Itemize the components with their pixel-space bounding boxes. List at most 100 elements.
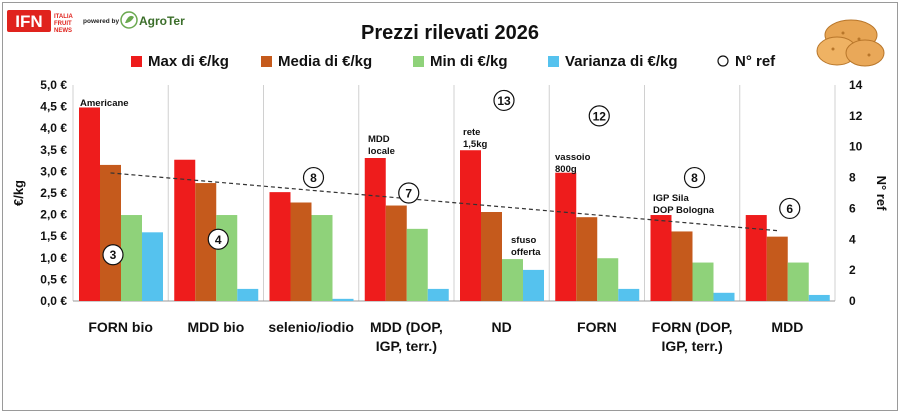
bar-4-6	[618, 288, 640, 301]
bar-3-4	[406, 228, 428, 301]
annotation-6: IGP Sila	[653, 193, 689, 204]
bar-1-6	[555, 172, 577, 301]
category-label-3: selenio/iodio	[268, 319, 354, 335]
ifn-logo-graphic: IFN ITALIA FRUIT NEWS	[7, 10, 74, 34]
legend-swatch-1	[131, 56, 142, 67]
category-label-2: MDD bio	[187, 319, 244, 335]
nref-marker-6	[588, 105, 610, 127]
potato-eye-2	[857, 37, 861, 41]
y2-tick-label: 14	[849, 78, 863, 92]
y-tick-label: 5,0 €	[40, 78, 67, 92]
bar-3-1	[121, 215, 142, 301]
y2-tick-label: 10	[849, 140, 863, 154]
nref-marker-3	[302, 166, 325, 189]
bar-4-2	[237, 288, 259, 301]
chart-title: Prezzi rilevati 2026	[361, 22, 539, 44]
annotation-5: 800g	[555, 164, 577, 175]
legend-swatch-4	[548, 56, 559, 67]
nref-value-4: 7	[405, 187, 412, 201]
nref-marker-1	[102, 244, 124, 266]
category-label-6: FORN	[577, 319, 617, 335]
annotation-4: offerta	[511, 247, 541, 258]
bar-1-8	[745, 215, 767, 301]
powered-by-text: powered by	[83, 18, 120, 25]
y2-tick-label: 4	[849, 232, 856, 246]
bar-2-3	[290, 202, 312, 301]
annotation-5: vassoio	[555, 152, 591, 163]
bar-4-4	[427, 288, 449, 301]
y2-tick-label: 0	[849, 294, 856, 308]
nref-marker-2	[207, 228, 229, 250]
annotation-3: rete	[463, 127, 480, 138]
y-tick-label: 4,0 €	[40, 121, 67, 135]
powered-by-block: powered by AgroTer	[83, 9, 193, 33]
bar-1-3	[269, 192, 291, 301]
bar-2-8	[766, 236, 788, 301]
nref-value-2: 4	[215, 233, 222, 247]
ifn-logo: IFN ITALIA FRUIT NEWS	[7, 7, 97, 35]
category-label-4: MDD (DOP,	[370, 319, 443, 335]
category-label-7: IGP, terr.)	[662, 338, 723, 354]
y-tick-label: 2,0 €	[40, 208, 67, 222]
bar-4-8	[808, 294, 830, 301]
annotation-4: sfuso	[511, 235, 537, 246]
bar-4-3	[332, 298, 354, 301]
bar-2-5	[481, 212, 502, 301]
y-tick-label: 1,5 €	[40, 229, 67, 243]
category-label-4: IGP, terr.)	[376, 338, 437, 354]
y-tick-label: 2,5 €	[40, 186, 67, 200]
potato-right	[845, 39, 885, 67]
ifn-logo-sub-2: FRUIT	[54, 21, 72, 27]
category-label-8: MDD	[771, 319, 803, 335]
y-tick-label: 0,0 €	[40, 294, 67, 308]
bar-3-7	[692, 262, 714, 301]
legend-label-nref: N° ref	[735, 53, 776, 70]
nref-value-3: 8	[310, 171, 317, 185]
annotation-3: 1,5kg	[463, 139, 487, 150]
bar-1-7	[650, 215, 672, 301]
potato-eye-1	[841, 31, 845, 35]
y2-tick-label: 2	[849, 263, 856, 277]
bar-4-5	[523, 269, 544, 301]
potato-graphic	[816, 19, 885, 67]
annotation-2: locale	[368, 146, 395, 157]
bar-4-7	[713, 292, 735, 301]
bar-1-4	[364, 158, 386, 301]
price-chart: Prezzi rilevati 2026 Max di €/kg Media di …	[11, 22, 889, 354]
annotation-1: Americane	[80, 98, 129, 109]
bar-2-4	[385, 205, 407, 301]
y-tick-label: 0,5 €	[40, 272, 67, 286]
bar-3-2	[216, 215, 238, 301]
y2-tick-label: 6	[849, 201, 856, 215]
bar-2-6	[576, 217, 598, 301]
agroter-text: AgroTer	[139, 14, 185, 28]
category-label-1: FORN bio	[88, 319, 153, 335]
y-axis-title: €/kg	[11, 180, 26, 206]
y2-tick-label: 8	[849, 171, 856, 185]
bar-1-2	[174, 159, 196, 301]
nref-value-6: 12	[593, 109, 607, 123]
category-label-5: ND	[492, 319, 512, 335]
annotation-2: MDD	[368, 134, 390, 145]
bar-1-5	[460, 150, 481, 301]
y-tick-label: 1,0 €	[40, 251, 67, 265]
legend-swatch-nref	[717, 55, 729, 67]
bar-1-1	[79, 107, 100, 302]
legend-label-1: Max di €/kg	[148, 53, 229, 70]
potato-icon	[813, 13, 888, 71]
potato-eye-3	[831, 47, 835, 51]
bar-2-7	[671, 231, 693, 301]
legend-label-3: Min di €/kg	[430, 53, 508, 70]
bar-3-3	[311, 215, 333, 301]
bar-3-6	[597, 258, 619, 301]
y2-tick-label: 12	[849, 109, 863, 123]
nref-marker-7	[683, 166, 706, 189]
bar-4-1	[142, 232, 163, 301]
agroter-leaf-shape	[125, 15, 134, 23]
legend-label-2: Media di €/kg	[278, 53, 372, 70]
bar-3-8	[787, 262, 809, 301]
y-tick-label: 4,5 €	[40, 100, 67, 114]
nref-marker-5	[493, 89, 515, 112]
ifn-logo-sub-1: ITALIA	[54, 14, 74, 20]
